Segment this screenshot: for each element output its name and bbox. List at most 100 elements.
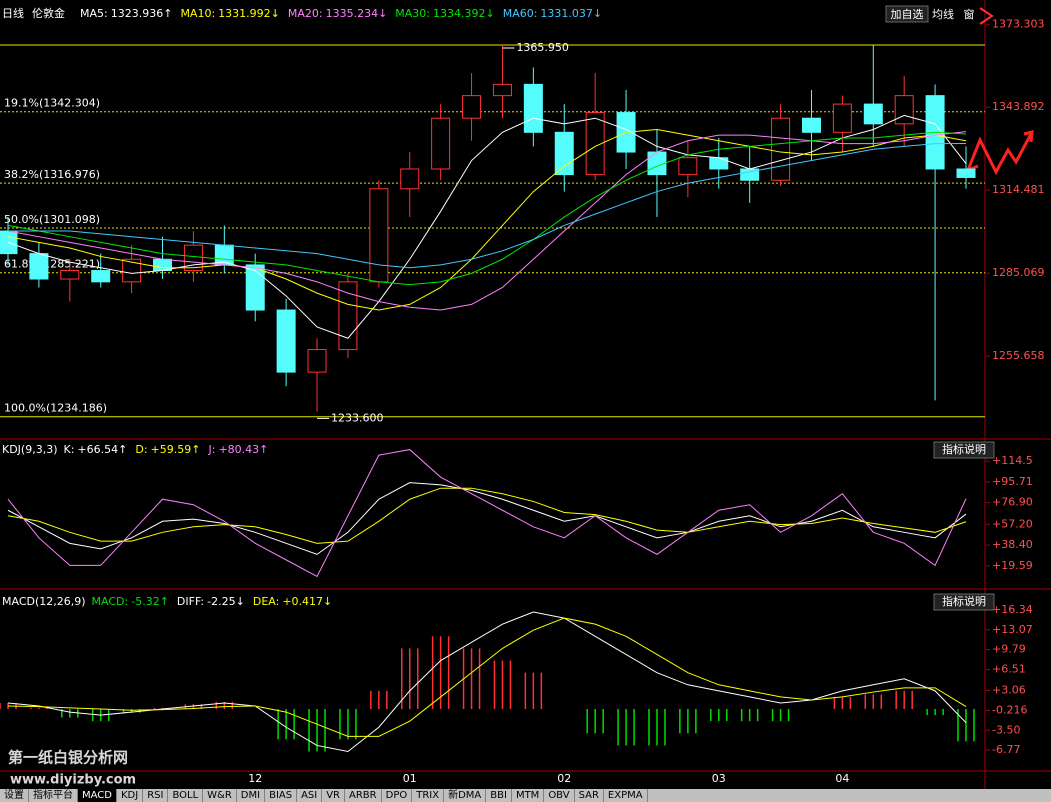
tab[interactable]: DMI (237, 789, 266, 802)
button[interactable]: 窗 (964, 7, 975, 21)
legend-name: D: (135, 443, 147, 456)
tab[interactable]: ARBR (345, 789, 382, 802)
candle-body (492, 83, 512, 97)
candle-body (678, 157, 698, 176)
tab[interactable]: BOLL (168, 789, 204, 802)
tab-bar: 设置 指标平台 MACD KDJ RSI BOLL W&R DMI BIAS ASI VR ARBR D… (0, 789, 1051, 802)
y-tick-label: +9.79 (992, 643, 1026, 656)
candle-body (431, 117, 451, 170)
series-line (7, 617, 967, 737)
legend-name: MA5: (80, 7, 108, 20)
legend-value: +66.54↑ (77, 443, 127, 456)
panel-title: MACD(12,26,9) (2, 595, 86, 608)
series-line (7, 131, 967, 311)
panel-title: KDJ(9,3,3) (2, 443, 58, 456)
button-frame[interactable] (885, 5, 929, 23)
legend-name: DIFF: (177, 595, 204, 608)
y-tick-label: +76.90 (992, 496, 1033, 509)
tab[interactable]: W&R (203, 789, 237, 802)
legend-name: K: (64, 443, 75, 456)
legend-name: MA60: (503, 7, 538, 20)
button[interactable]: 指标说明 (942, 594, 986, 608)
tab[interactable]: 新DMA (444, 789, 487, 802)
low-label: 1233.600 (331, 411, 384, 424)
high-label: 1365.950 (516, 41, 569, 54)
series-line (7, 487, 967, 544)
tab[interactable]: OBV (544, 789, 575, 802)
period: 日线 (2, 6, 24, 20)
button[interactable]: 加自选 (891, 8, 924, 21)
y-tick-label: +6.51 (992, 663, 1026, 676)
x-tick-label: 02 (557, 772, 571, 785)
button[interactable]: 均线 (932, 7, 954, 21)
tab[interactable]: BIAS (265, 789, 298, 802)
symbol: 伦敦金 (32, 6, 65, 20)
tab[interactable]: DPO (382, 789, 413, 802)
candle-body (709, 157, 729, 170)
tab[interactable]: KDJ (117, 789, 144, 802)
candle-body (771, 117, 791, 181)
candle-body (462, 95, 482, 119)
tab[interactable]: SAR (575, 789, 604, 802)
candle-body (307, 349, 327, 373)
y-tick-label: -6.77 (992, 743, 1020, 756)
candle-body (801, 117, 821, 133)
y-tick-label: +38.40 (992, 538, 1033, 551)
y-tick-label: +13.07 (992, 623, 1033, 636)
y-tick-label: 1373.303 (992, 17, 1045, 30)
legend-name: MA10: (180, 7, 215, 20)
candle-body (956, 168, 976, 178)
x-tick-label: 01 (403, 772, 417, 785)
series-line (7, 114, 967, 339)
series-line (7, 128, 967, 311)
legend-value: +59.59↑ (151, 443, 201, 456)
legend-name: MACD: (92, 595, 129, 608)
candle-body (153, 258, 173, 272)
watermark: www.diyizby.com (10, 773, 136, 788)
tab[interactable]: 设置 (0, 789, 29, 802)
legend-value: 1335.234↓ (326, 7, 388, 20)
y-tick-label: 1285.069 (992, 266, 1045, 279)
candle-body (554, 131, 574, 176)
x-tick-label: 03 (712, 772, 726, 785)
fib-label: 61.8%(1285.221) (4, 258, 100, 271)
series-line (7, 611, 967, 753)
watermark: 第一纸白银分析网 (8, 749, 128, 767)
series-line (7, 131, 967, 286)
tab[interactable]: ASI (297, 789, 323, 802)
legend-value: 1331.037↓ (540, 7, 602, 20)
candle-body (863, 103, 883, 125)
candle-body (29, 253, 49, 280)
legend-value: -2.25↓ (207, 595, 245, 608)
x-tick-label: 04 (835, 772, 849, 785)
tab[interactable]: RSI (143, 789, 169, 802)
button[interactable]: 指标说明 (942, 442, 986, 456)
candle-body (523, 83, 543, 133)
arrow-icon[interactable] (979, 7, 994, 25)
legend-name: DEA: (253, 595, 279, 608)
tab[interactable]: VR (322, 789, 346, 802)
button-frame[interactable] (933, 593, 995, 611)
legend-value: 1334.392↓ (433, 7, 495, 20)
candle-body (122, 258, 142, 283)
tab[interactable]: BBI (486, 789, 512, 802)
tab[interactable]: 指标平台 (29, 789, 78, 802)
tab[interactable]: EXPMA (604, 789, 648, 802)
y-tick-label: +57.20 (992, 517, 1033, 530)
series-line (7, 482, 967, 555)
tab[interactable]: MACD (78, 789, 117, 802)
fib-label: 38.2%(1316.976) (4, 168, 100, 181)
y-tick-label: +3.06 (992, 683, 1026, 696)
legend-value: -5.32↑ (131, 595, 169, 608)
button-frame[interactable] (933, 441, 995, 459)
y-tick-label: 1314.481 (992, 183, 1045, 196)
candle-body (585, 112, 605, 176)
tab[interactable]: MTM (512, 789, 545, 802)
tab[interactable]: TRIX (412, 789, 445, 802)
legend-name: MA30: (395, 7, 430, 20)
y-tick-label: 1343.892 (992, 100, 1045, 113)
legend-name: MA20: (288, 7, 323, 20)
legend-value: 1331.992↓ (218, 7, 280, 20)
